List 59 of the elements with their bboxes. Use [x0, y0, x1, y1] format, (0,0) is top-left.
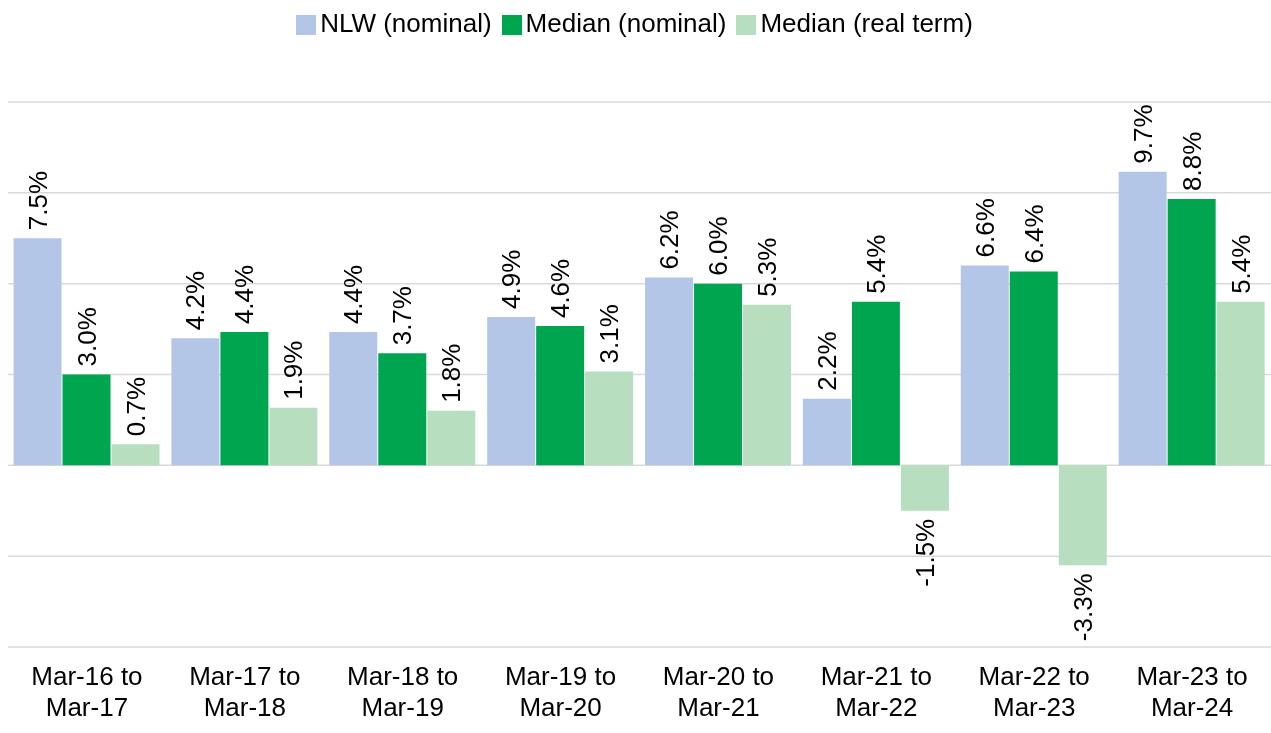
data-label: 6.6% [969, 198, 1000, 258]
bar [171, 338, 220, 466]
bar [900, 465, 949, 511]
data-label: 6.0% [703, 216, 734, 276]
bar [269, 407, 318, 466]
data-label: 4.2% [180, 270, 211, 331]
legend-label: Median (real term) [760, 8, 973, 38]
data-label: 5.4% [1225, 234, 1256, 294]
bar [585, 371, 634, 466]
bar [1058, 465, 1107, 566]
data-label: 6.2% [654, 210, 685, 270]
bar [427, 410, 476, 466]
data-label: 5.3% [752, 237, 783, 297]
bar [487, 316, 536, 466]
bar [743, 304, 792, 466]
x-tick-label: Mar-21 to Mar-22 [820, 661, 932, 722]
bar [62, 374, 111, 466]
bar [1167, 198, 1216, 466]
x-tick-label: Mar-16 to Mar-17 [31, 661, 143, 722]
bar [1009, 271, 1058, 466]
data-label: 2.2% [811, 331, 842, 391]
bar [1118, 171, 1167, 466]
x-tick-label: Mar-20 to Mar-21 [662, 661, 775, 722]
data-label: 1.8% [436, 343, 467, 403]
data-label: 4.4% [229, 264, 260, 325]
bar [329, 332, 378, 466]
bar [536, 326, 585, 466]
data-label: 6.4% [1018, 204, 1049, 264]
data-label: 4.4% [338, 264, 369, 325]
legend-label: Median (nominal) [525, 8, 727, 38]
data-label: 4.9% [496, 249, 527, 309]
bar [960, 265, 1009, 466]
data-label: -3.3% [1067, 573, 1098, 642]
bar [111, 444, 160, 466]
data-label: 1.9% [278, 340, 309, 400]
bar [378, 353, 427, 466]
x-tick-label: Mar-17 to Mar-18 [189, 661, 301, 722]
data-label: -1.5% [909, 518, 940, 587]
bar [13, 238, 62, 466]
x-tick-label: Mar-23 to Mar-24 [1136, 661, 1248, 722]
data-label: 3.7% [387, 286, 418, 346]
bar [1216, 301, 1265, 466]
data-label: 0.7% [120, 376, 151, 437]
data-label: 3.1% [594, 304, 625, 364]
data-label: 4.6% [545, 258, 576, 319]
bar [802, 398, 851, 466]
data-label: 3.0% [71, 307, 102, 367]
data-label: 9.7% [1127, 104, 1158, 164]
bar [851, 301, 900, 466]
x-tick-label: Mar-22 to Mar-23 [978, 661, 1090, 722]
legend-label: NLW (nominal) [320, 8, 492, 38]
data-label: 8.8% [1176, 131, 1207, 191]
bar [220, 332, 269, 466]
x-tick-label: Mar-18 to Mar-19 [347, 661, 459, 722]
x-tick-label: Mar-19 to Mar-20 [504, 661, 617, 722]
bar [694, 283, 743, 466]
bar [645, 277, 694, 466]
data-label: 7.5% [22, 170, 53, 231]
data-label: 5.4% [860, 234, 891, 294]
